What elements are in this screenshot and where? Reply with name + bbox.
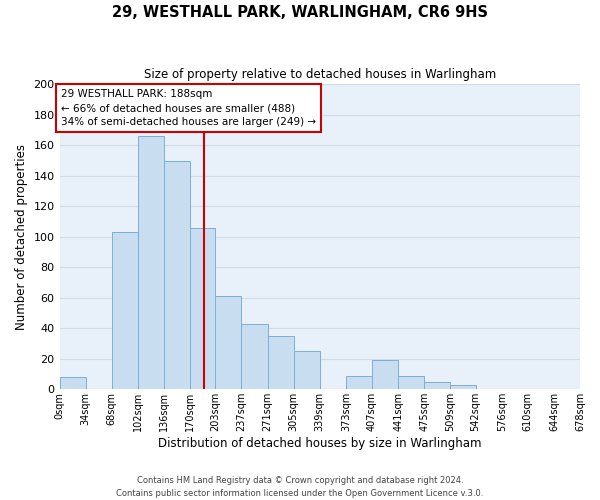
Bar <box>346 376 372 390</box>
Text: Contains HM Land Registry data © Crown copyright and database right 2024.
Contai: Contains HM Land Registry data © Crown c… <box>116 476 484 498</box>
Title: Size of property relative to detached houses in Warlingham: Size of property relative to detached ho… <box>143 68 496 80</box>
Bar <box>59 377 86 390</box>
Bar <box>268 336 293 390</box>
Bar <box>112 232 138 390</box>
Bar <box>241 324 268 390</box>
Bar <box>190 228 215 390</box>
Bar <box>215 296 241 390</box>
Bar <box>138 136 164 390</box>
Bar <box>293 351 320 390</box>
Bar <box>424 382 450 390</box>
X-axis label: Distribution of detached houses by size in Warlingham: Distribution of detached houses by size … <box>158 437 482 450</box>
Bar <box>450 384 476 390</box>
Bar <box>372 360 398 390</box>
Y-axis label: Number of detached properties: Number of detached properties <box>15 144 28 330</box>
Bar <box>398 376 424 390</box>
Text: 29 WESTHALL PARK: 188sqm
← 66% of detached houses are smaller (488)
34% of semi-: 29 WESTHALL PARK: 188sqm ← 66% of detach… <box>61 89 316 127</box>
Text: 29, WESTHALL PARK, WARLINGHAM, CR6 9HS: 29, WESTHALL PARK, WARLINGHAM, CR6 9HS <box>112 5 488 20</box>
Bar <box>164 160 190 390</box>
